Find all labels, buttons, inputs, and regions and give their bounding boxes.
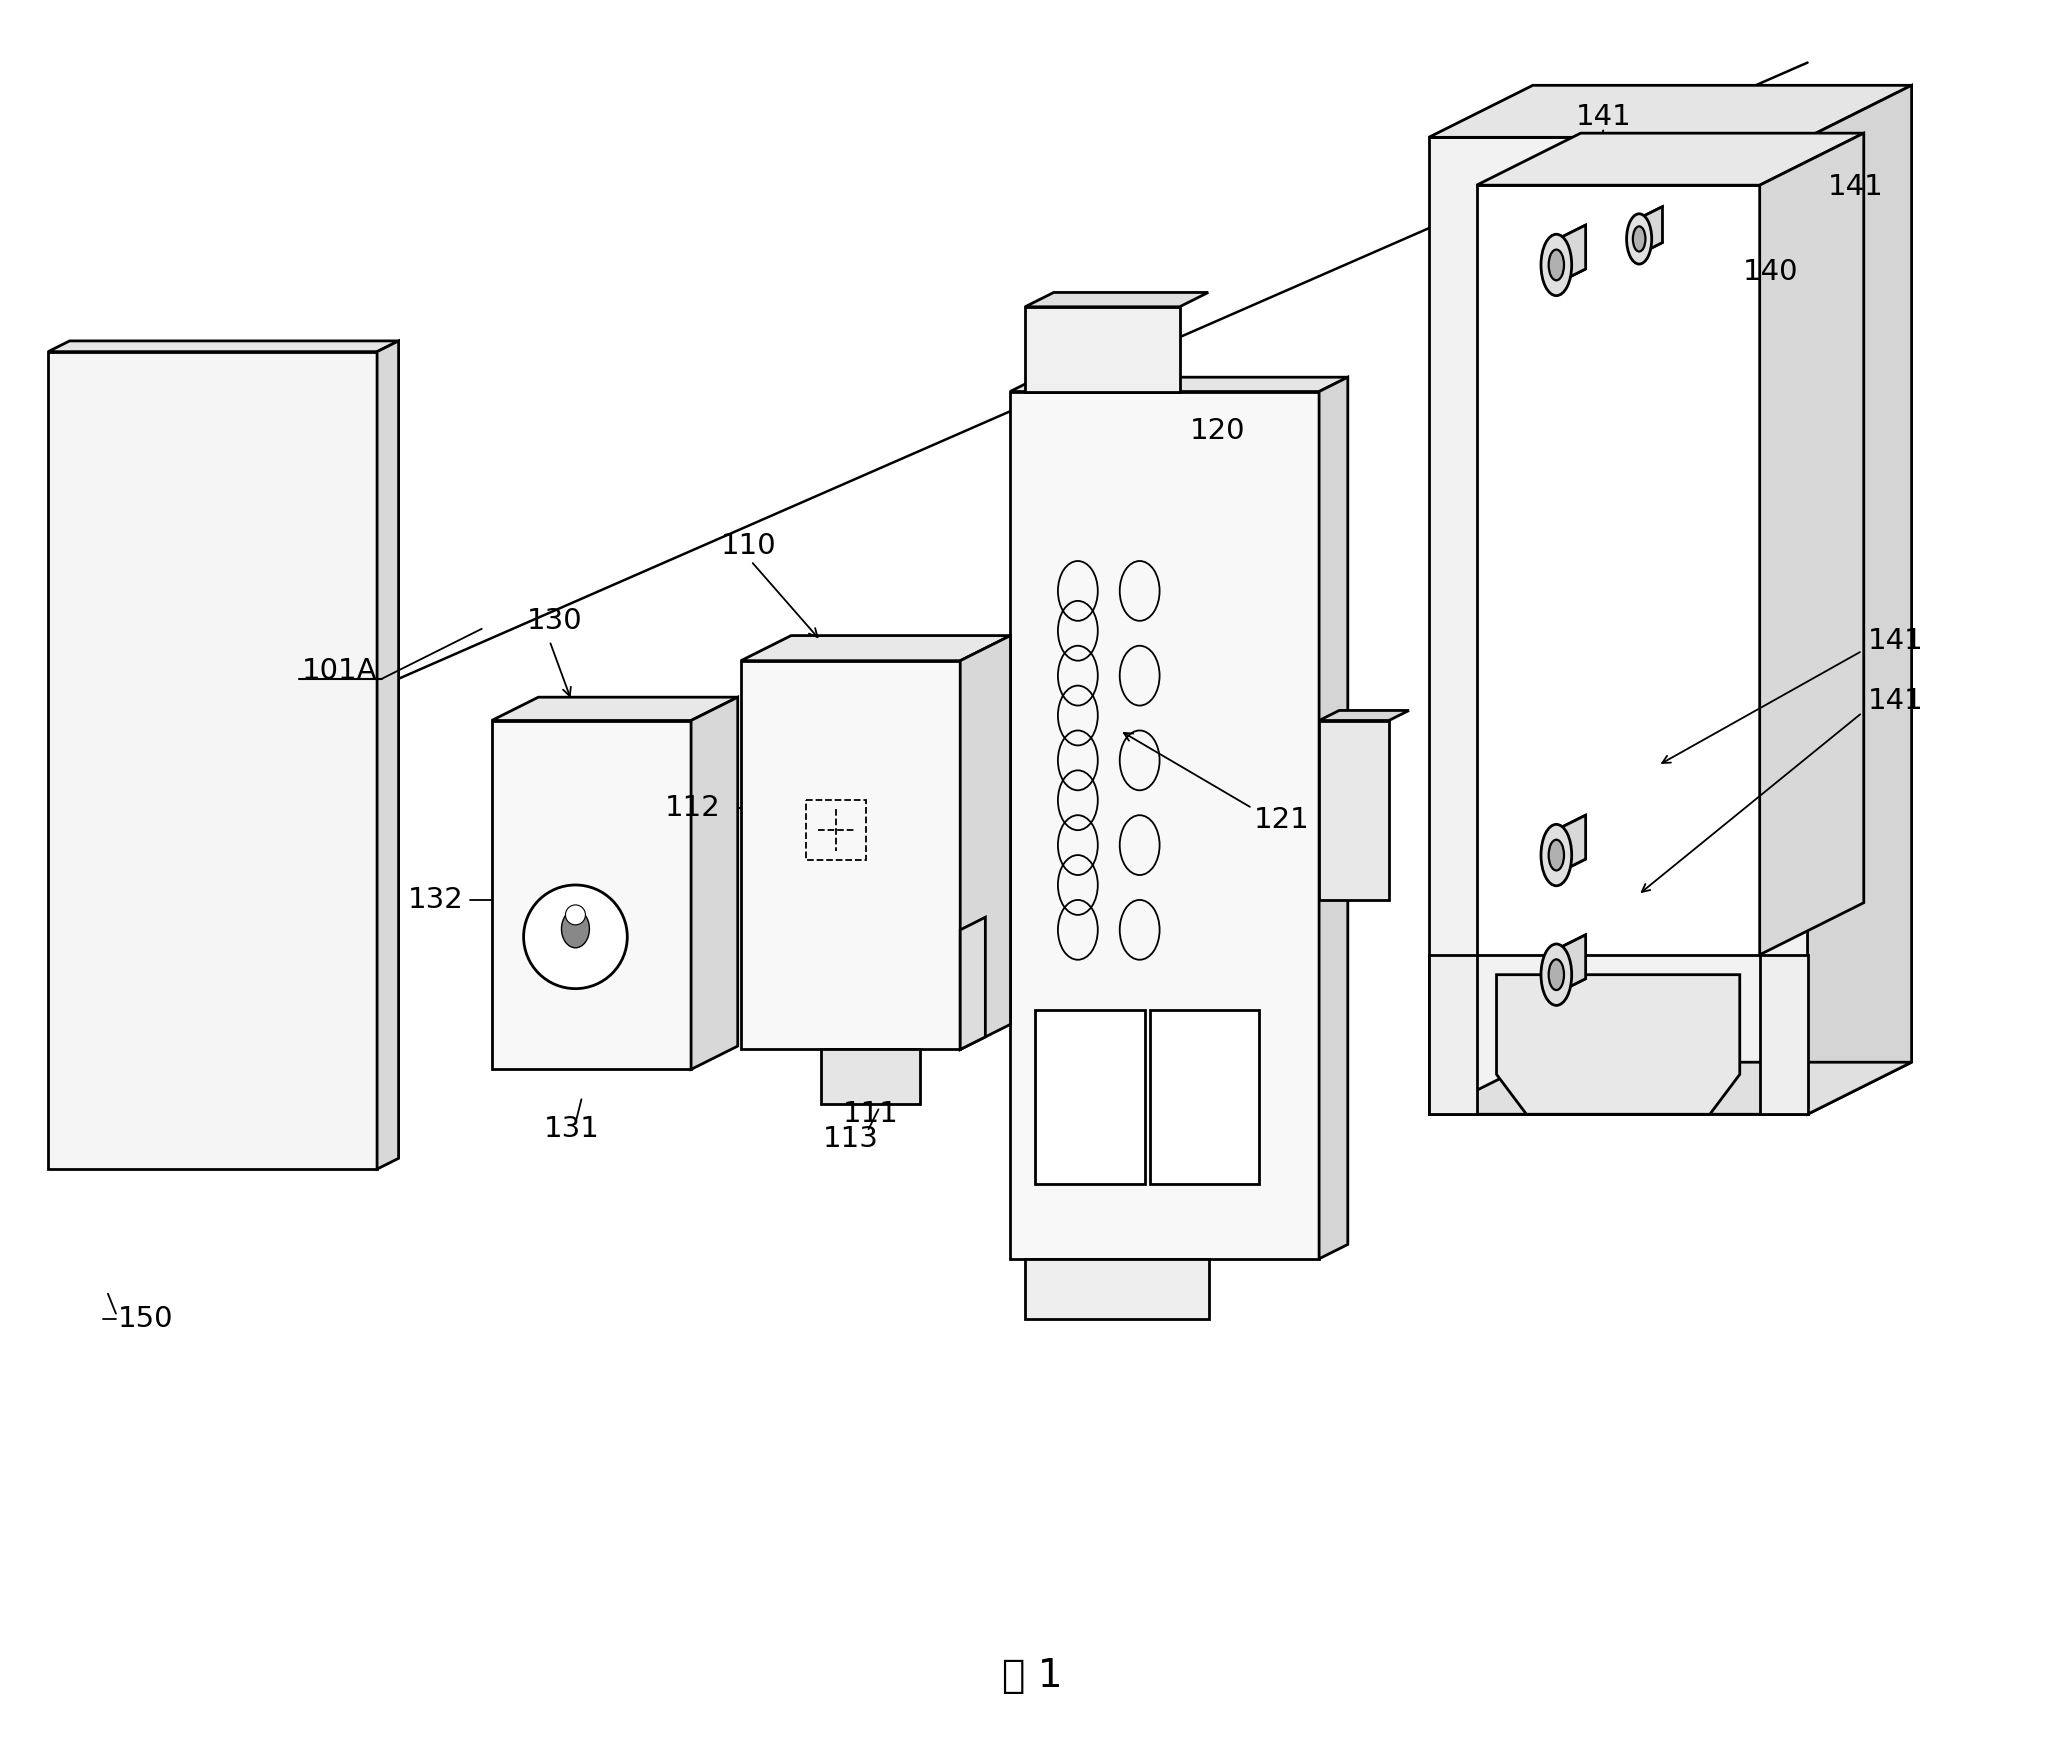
Polygon shape <box>1428 1062 1911 1113</box>
Polygon shape <box>1635 206 1662 257</box>
Ellipse shape <box>1548 243 1565 287</box>
Text: 121: 121 <box>1255 806 1311 834</box>
Polygon shape <box>741 635 1011 661</box>
Polygon shape <box>47 341 398 352</box>
Text: 120: 120 <box>1189 417 1245 445</box>
Polygon shape <box>1428 955 1476 1113</box>
Text: 140: 140 <box>1742 259 1798 287</box>
Text: 101A: 101A <box>301 656 378 684</box>
Polygon shape <box>1496 974 1740 1113</box>
Polygon shape <box>1761 955 1808 1113</box>
Polygon shape <box>1026 292 1207 306</box>
Polygon shape <box>1550 934 1585 997</box>
Polygon shape <box>1026 1259 1210 1319</box>
Polygon shape <box>47 352 378 1170</box>
Ellipse shape <box>1542 234 1571 296</box>
Ellipse shape <box>1633 227 1645 252</box>
Ellipse shape <box>1548 250 1565 280</box>
Polygon shape <box>1476 134 1864 185</box>
Polygon shape <box>960 916 985 1050</box>
Polygon shape <box>1026 306 1179 392</box>
Polygon shape <box>960 635 1011 1050</box>
Ellipse shape <box>1542 945 1571 1006</box>
Polygon shape <box>1319 711 1410 721</box>
Polygon shape <box>378 341 398 1170</box>
Text: 132: 132 <box>409 887 464 915</box>
Text: 141: 141 <box>1868 686 1924 714</box>
Text: 110: 110 <box>720 531 776 559</box>
Text: 112: 112 <box>665 795 720 821</box>
Text: 141: 141 <box>1827 172 1882 201</box>
Text: 131: 131 <box>543 1115 599 1143</box>
Ellipse shape <box>1633 222 1645 257</box>
Polygon shape <box>1009 376 1348 392</box>
Polygon shape <box>1428 86 1911 137</box>
Ellipse shape <box>561 909 590 948</box>
Polygon shape <box>691 697 737 1069</box>
Polygon shape <box>1476 185 1761 955</box>
Ellipse shape <box>1542 825 1571 887</box>
Polygon shape <box>1550 814 1585 878</box>
Text: 130: 130 <box>526 607 582 635</box>
Polygon shape <box>1319 721 1389 901</box>
Text: 111: 111 <box>842 1101 898 1128</box>
Circle shape <box>524 885 627 989</box>
Text: 113: 113 <box>824 1126 879 1154</box>
Text: 141: 141 <box>1575 104 1631 132</box>
Polygon shape <box>1034 1010 1146 1184</box>
Text: 图 1: 图 1 <box>1001 1657 1063 1696</box>
Circle shape <box>566 904 586 925</box>
Polygon shape <box>821 1050 921 1105</box>
Polygon shape <box>741 661 960 1050</box>
Polygon shape <box>1550 225 1585 287</box>
Ellipse shape <box>1548 834 1565 878</box>
Polygon shape <box>1761 134 1864 955</box>
Polygon shape <box>491 697 737 721</box>
Polygon shape <box>1009 392 1319 1259</box>
Ellipse shape <box>1548 959 1565 990</box>
Ellipse shape <box>1626 215 1651 264</box>
Polygon shape <box>491 721 691 1069</box>
Ellipse shape <box>1548 839 1565 871</box>
Polygon shape <box>1150 1010 1259 1184</box>
Text: 141: 141 <box>1868 626 1924 654</box>
Polygon shape <box>1319 376 1348 1259</box>
Text: 150: 150 <box>118 1305 173 1333</box>
Ellipse shape <box>1548 953 1565 997</box>
Bar <box>805 800 865 860</box>
Polygon shape <box>1428 137 1808 1113</box>
Polygon shape <box>1808 86 1911 1113</box>
